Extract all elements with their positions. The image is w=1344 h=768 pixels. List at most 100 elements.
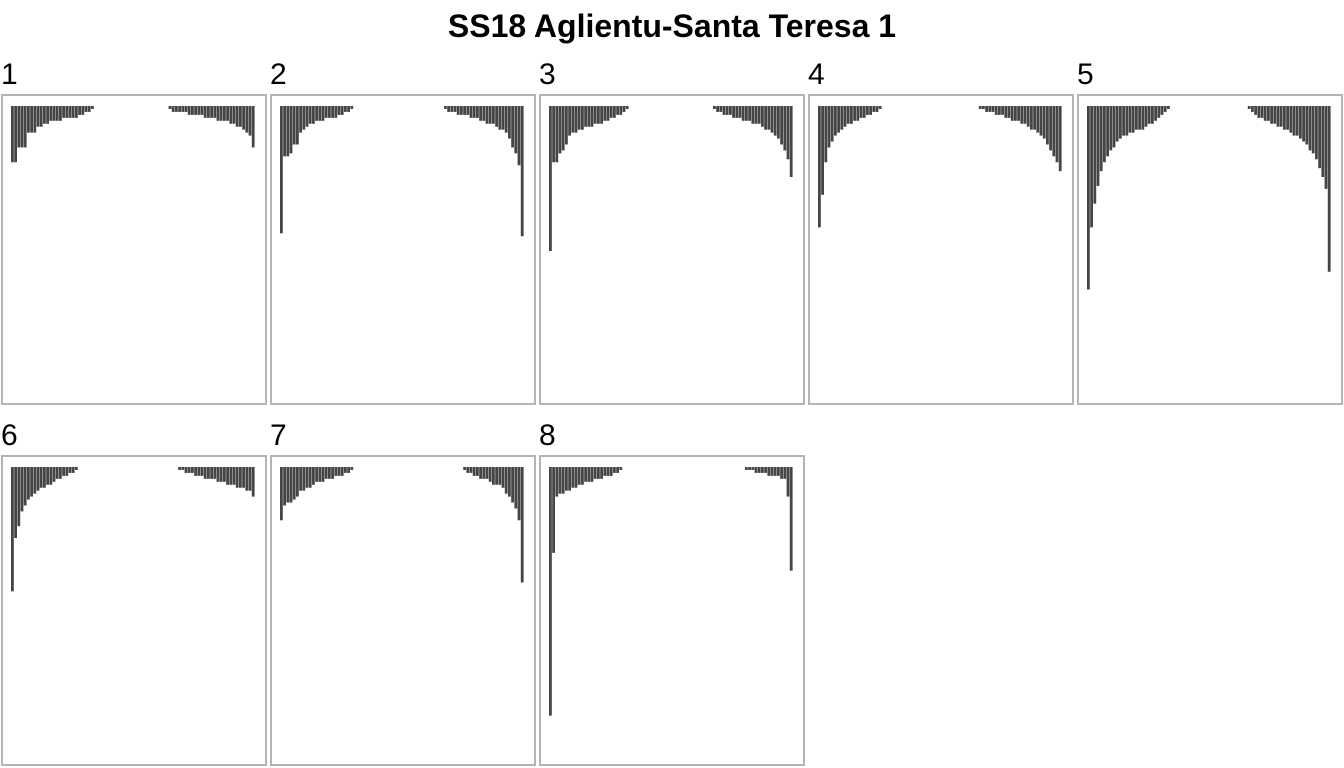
bar <box>78 106 81 115</box>
bar <box>308 106 312 124</box>
bar <box>1119 106 1122 139</box>
panel-bars <box>280 106 524 237</box>
bar <box>302 467 306 491</box>
bar <box>501 106 505 130</box>
bar <box>754 467 758 473</box>
bar <box>286 467 290 503</box>
bar <box>1305 106 1309 145</box>
bar <box>609 106 613 118</box>
bar <box>334 106 338 118</box>
bar <box>1318 106 1321 169</box>
panel-label: 5 <box>1077 58 1094 91</box>
bar <box>203 106 207 118</box>
bar <box>767 467 771 476</box>
bar <box>331 467 334 479</box>
bar <box>1099 106 1103 172</box>
bar <box>574 106 578 133</box>
bar <box>830 106 834 142</box>
bar <box>444 106 447 109</box>
bar <box>514 106 518 154</box>
bar <box>286 106 290 157</box>
bar <box>200 106 204 115</box>
bar <box>55 106 59 121</box>
bar <box>764 106 767 130</box>
panel-frame <box>1 94 267 405</box>
bar <box>517 467 521 521</box>
bar <box>479 467 482 479</box>
bar <box>600 106 603 124</box>
bar <box>777 467 780 476</box>
bar <box>609 467 613 476</box>
bar <box>1254 106 1257 115</box>
bar <box>463 106 466 115</box>
bar <box>552 106 555 163</box>
bar <box>613 106 616 118</box>
bar <box>482 467 486 479</box>
bar <box>761 467 764 473</box>
bar <box>511 467 514 503</box>
bar <box>460 106 463 115</box>
bar <box>184 467 188 473</box>
bar <box>549 106 552 252</box>
panel-label: 3 <box>539 58 556 91</box>
bar <box>219 106 223 121</box>
bar <box>11 106 14 163</box>
bar <box>869 106 872 115</box>
bar <box>65 467 69 476</box>
bar <box>834 106 837 136</box>
bar <box>991 106 995 112</box>
bar <box>584 106 587 127</box>
panel-label: 6 <box>1 419 18 452</box>
bar <box>207 467 210 479</box>
bar <box>1014 106 1017 121</box>
bar <box>568 106 571 136</box>
bar <box>194 106 197 115</box>
bar <box>581 467 584 485</box>
bar <box>68 467 72 473</box>
bar <box>87 106 91 112</box>
bar <box>850 106 853 124</box>
bar <box>71 106 75 118</box>
bar <box>1058 106 1062 172</box>
bar <box>251 106 255 148</box>
bar <box>1096 106 1100 186</box>
bar <box>590 106 594 127</box>
chart-title: SS18 Aglientu-Santa Teresa 1 <box>447 8 897 44</box>
bar <box>777 106 780 139</box>
bar <box>1033 106 1036 130</box>
bar <box>312 467 315 485</box>
bar <box>245 467 249 491</box>
bar <box>1090 106 1093 228</box>
bar <box>1030 106 1033 130</box>
bar <box>571 106 575 133</box>
panel-label: 7 <box>270 419 287 452</box>
panel-frame <box>1 455 267 766</box>
bar <box>1020 106 1024 124</box>
bar <box>20 467 24 512</box>
bar <box>622 106 626 112</box>
bar <box>1103 106 1106 163</box>
bar <box>722 106 726 115</box>
bar <box>280 106 283 234</box>
bar <box>62 106 65 118</box>
bar <box>305 467 309 488</box>
bar <box>223 106 226 121</box>
bar <box>207 106 210 118</box>
bar <box>773 467 777 476</box>
bar <box>33 467 37 494</box>
bar <box>770 467 774 476</box>
bar <box>84 106 88 112</box>
bar <box>751 467 755 470</box>
bar <box>492 467 495 485</box>
bar <box>175 106 178 112</box>
bar <box>616 467 619 473</box>
bar <box>603 467 607 476</box>
bar <box>1039 106 1043 136</box>
bar <box>1270 106 1273 124</box>
bar <box>498 106 502 130</box>
bar <box>181 106 185 112</box>
panel-bars <box>11 106 255 163</box>
bar <box>597 467 600 479</box>
bar <box>757 106 761 124</box>
bar <box>498 467 502 485</box>
